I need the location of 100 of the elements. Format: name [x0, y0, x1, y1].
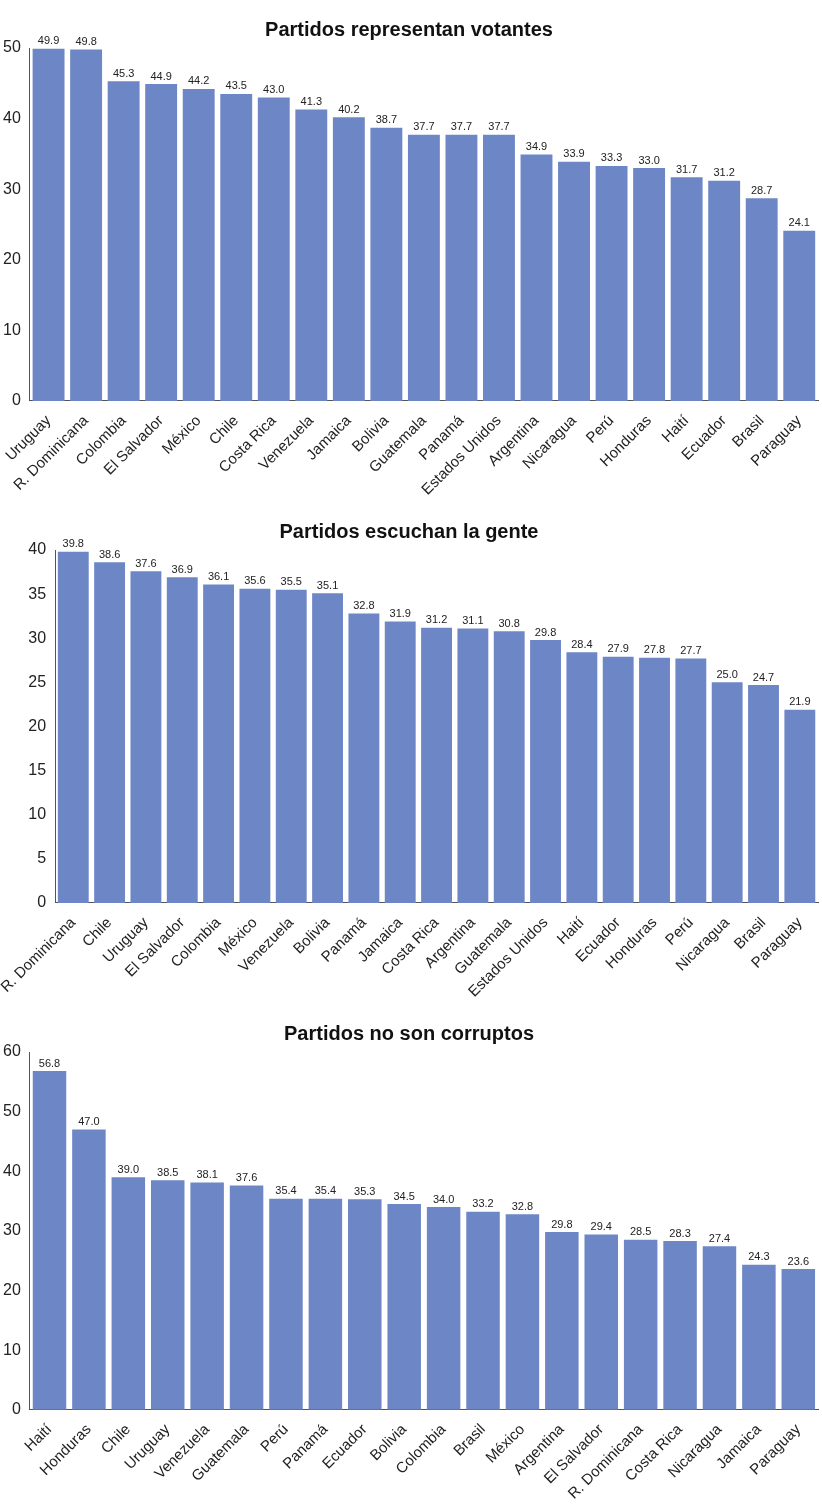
data-label: 41.3: [300, 94, 323, 107]
data-label: 37.6: [135, 556, 157, 569]
bar: [483, 134, 515, 401]
data-label: 33.2: [472, 1197, 494, 1210]
bar: [711, 682, 743, 903]
data-label: 27.7: [680, 644, 702, 657]
bar: [748, 685, 779, 903]
bar: [295, 109, 328, 401]
data-label: 45.3: [112, 66, 135, 79]
data-label: 49.8: [75, 34, 97, 47]
bar: [239, 588, 271, 903]
data-label: 56.8: [38, 1056, 61, 1069]
data-label: 40.2: [338, 102, 360, 115]
data-label: 27.8: [643, 643, 666, 656]
bar: [312, 593, 344, 903]
bar: [166, 577, 198, 903]
bar: [457, 628, 489, 903]
data-label: 28.4: [571, 637, 593, 650]
data-label: 33.0: [638, 153, 660, 166]
bar: [269, 1198, 303, 1410]
bar: [784, 709, 816, 903]
bar: [308, 1198, 343, 1410]
data-label: 38.5: [157, 1165, 179, 1178]
data-label: 37.7: [450, 120, 473, 133]
bar: [348, 1199, 382, 1410]
bar: [633, 168, 666, 401]
data-label: 35.3: [354, 1184, 376, 1197]
bar: [783, 230, 816, 401]
data-label: 39.8: [62, 537, 84, 550]
data-label: 31.2: [713, 166, 735, 179]
bar: [384, 621, 416, 903]
data-label: 27.9: [607, 642, 629, 655]
data-label: 47.0: [78, 1115, 100, 1128]
data-label: 33.9: [563, 147, 585, 160]
bar: [421, 627, 452, 903]
y-tick-label: 50: [3, 1102, 21, 1120]
y-tick-label: 35: [28, 584, 47, 602]
data-label: 31.1: [462, 614, 484, 627]
bar: [257, 97, 290, 401]
data-label: 34.0: [432, 1192, 455, 1205]
y-tick-label: 0: [11, 1400, 21, 1418]
data-label: 35.4: [275, 1184, 297, 1197]
bar: [623, 1239, 658, 1410]
data-label: 30.8: [498, 616, 520, 629]
data-label: 38.6: [98, 547, 121, 560]
y-tick-label: 40: [3, 1161, 21, 1179]
y-tick-label: 5: [37, 849, 47, 867]
bar: [602, 656, 634, 903]
data-label: 27.4: [708, 1231, 731, 1244]
data-label: 37.6: [235, 1171, 258, 1184]
data-label: 44.9: [150, 69, 172, 82]
y-tick-label: 15: [28, 761, 47, 779]
data-label: 37.7: [413, 120, 435, 133]
y-tick-label: 20: [3, 250, 21, 268]
bar: [32, 1071, 67, 1410]
data-label: 36.1: [207, 569, 230, 582]
data-label: 35.1: [316, 578, 339, 591]
data-label: 23.6: [787, 1254, 810, 1267]
bar: [111, 1177, 146, 1410]
y-tick-label: 0: [11, 391, 21, 409]
data-label: 34.9: [525, 140, 548, 153]
bar: [530, 640, 561, 903]
data-label: 28.3: [669, 1226, 691, 1239]
bar: [745, 198, 778, 401]
bar: [663, 1240, 697, 1410]
data-label: 31.9: [389, 607, 411, 620]
bar: [190, 1182, 224, 1410]
bar: [182, 88, 215, 401]
y-tick-label: 10: [3, 1340, 21, 1358]
data-label: 28.7: [750, 183, 773, 196]
data-label: 25.0: [716, 667, 738, 680]
bar: [348, 613, 380, 903]
bar: [107, 81, 140, 401]
bar: [203, 584, 235, 903]
bar: [639, 657, 670, 903]
data-label: 21.9: [789, 695, 811, 708]
bar: [145, 84, 178, 401]
y-tick-label: 40: [28, 540, 47, 558]
data-label: 39.0: [117, 1162, 140, 1175]
bar: [702, 1246, 737, 1410]
data-label: 38.7: [375, 113, 398, 126]
bar: [595, 165, 628, 401]
data-label: 32.8: [353, 599, 375, 612]
chart-title: Partidos escuchan la gente: [279, 519, 539, 542]
bar: [220, 93, 253, 401]
bar: [558, 161, 590, 401]
data-label: 38.1: [196, 1168, 218, 1181]
bar: [505, 1214, 540, 1410]
data-label: 49.9: [37, 34, 60, 47]
bar: [94, 562, 126, 903]
bar: [545, 1232, 579, 1410]
bar: [445, 134, 478, 401]
y-tick-label: 10: [28, 805, 47, 823]
y-tick-label: 20: [3, 1280, 21, 1298]
y-tick-label: 30: [3, 1221, 21, 1239]
chart-title: Partidos no son corruptos: [283, 1021, 535, 1044]
data-label: 32.8: [511, 1199, 534, 1212]
data-label: 29.8: [551, 1217, 573, 1230]
bar: [370, 127, 403, 401]
data-label: 28.5: [629, 1225, 652, 1238]
